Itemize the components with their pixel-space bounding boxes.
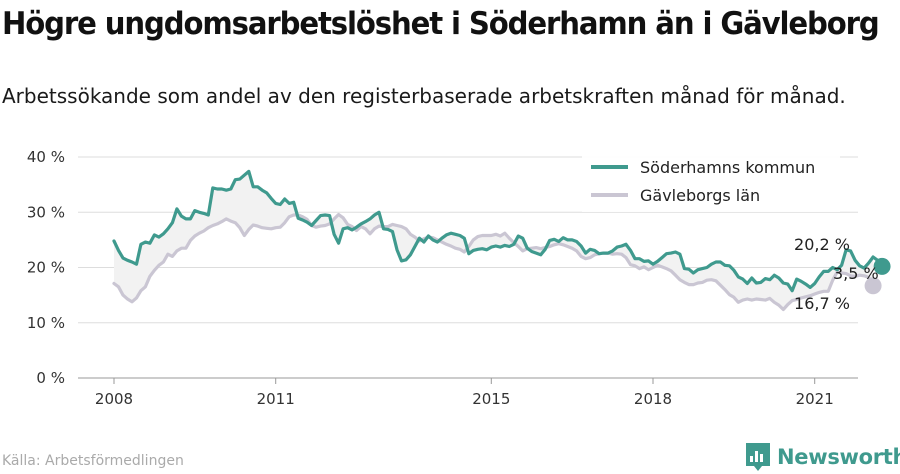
end-point-soderhamn bbox=[873, 257, 891, 275]
end-point-gavleborg bbox=[864, 277, 882, 295]
y-tick-label: 20 % bbox=[27, 259, 65, 277]
x-tick-label: 2018 bbox=[634, 390, 672, 408]
legend-background bbox=[582, 150, 840, 212]
chart-title: Högre ungdomsarbetslöshet i Söderhamn än… bbox=[2, 6, 880, 42]
gap-area bbox=[114, 171, 874, 310]
chart-subtitle: Arbetssökande som andel av den registerb… bbox=[2, 84, 846, 108]
y-tick-label: 40 % bbox=[27, 148, 65, 166]
series-line-gavleborg bbox=[112, 212, 875, 312]
source-note: Källa: Arbetsförmedlingen bbox=[2, 453, 184, 469]
x-tick-label: 2021 bbox=[796, 390, 834, 408]
x-tick-label: 2008 bbox=[95, 390, 133, 408]
legend-label-gavleborg: Gävleborgs län bbox=[640, 186, 760, 205]
legend: Söderhamns kommun Gävleborgs län bbox=[582, 150, 840, 212]
y-tick-label: 30 % bbox=[27, 203, 65, 221]
brand-logo[interactable]: Newsworthy bbox=[745, 442, 900, 472]
y-axis: 0 % 10 % 20 % 30 % 40 % bbox=[27, 148, 65, 387]
legend-label-soderhamn: Söderhamns kommun bbox=[640, 158, 815, 177]
x-axis: 2008 2011 2015 2018 2021 bbox=[95, 378, 834, 408]
brand-name: Newsworthy bbox=[777, 445, 900, 469]
x-tick-label: 2011 bbox=[257, 390, 295, 408]
newsworthy-logo-icon bbox=[746, 443, 770, 471]
y-tick-label: 10 % bbox=[27, 314, 65, 332]
series-line-soderhamn bbox=[112, 169, 884, 293]
gap-label: 3,5 % bbox=[833, 264, 879, 283]
x-tick-label: 2015 bbox=[472, 390, 510, 408]
y-tick-label: 0 % bbox=[36, 369, 65, 387]
end-label-soderhamn: 20,2 % bbox=[794, 235, 850, 254]
end-label-gavleborg: 16,7 % bbox=[794, 294, 850, 313]
